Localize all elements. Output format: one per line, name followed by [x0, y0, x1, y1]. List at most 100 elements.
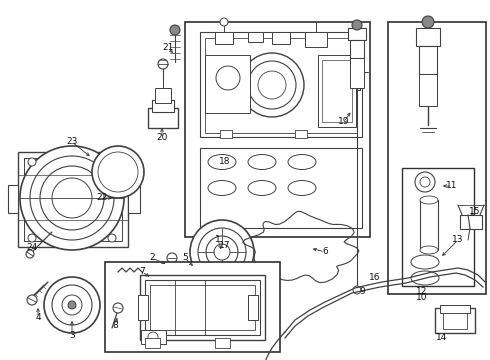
Bar: [419, 74, 437, 106]
Bar: [205, 38, 357, 133]
Circle shape: [352, 20, 362, 30]
Circle shape: [216, 66, 240, 90]
Ellipse shape: [288, 154, 316, 170]
Circle shape: [52, 178, 92, 218]
Bar: [443, 313, 467, 329]
Bar: [420, 200, 438, 250]
Circle shape: [198, 228, 246, 276]
Text: 13: 13: [452, 235, 464, 244]
Bar: [322, 60, 352, 122]
Circle shape: [158, 59, 168, 69]
Ellipse shape: [248, 180, 276, 195]
Circle shape: [214, 244, 230, 260]
Bar: [460, 215, 482, 229]
Bar: [305, 32, 327, 47]
Bar: [200, 32, 362, 137]
Bar: [220, 130, 232, 138]
Circle shape: [220, 18, 228, 26]
Ellipse shape: [288, 180, 316, 195]
Bar: [205, 55, 250, 113]
Bar: [140, 275, 265, 340]
Circle shape: [30, 156, 114, 240]
Circle shape: [44, 277, 100, 333]
Ellipse shape: [420, 196, 438, 204]
Circle shape: [40, 166, 104, 230]
Text: 7: 7: [139, 267, 145, 276]
Text: 10: 10: [416, 293, 428, 302]
Circle shape: [206, 236, 238, 268]
Circle shape: [422, 16, 434, 28]
Bar: [435, 308, 475, 333]
Circle shape: [28, 158, 36, 166]
Bar: [350, 40, 364, 58]
Circle shape: [92, 146, 144, 198]
Circle shape: [240, 53, 304, 117]
Text: 23: 23: [66, 138, 78, 147]
Bar: [402, 168, 474, 286]
Circle shape: [68, 301, 76, 309]
Text: 6: 6: [322, 248, 328, 256]
Text: 1: 1: [215, 235, 221, 244]
Text: 21: 21: [162, 44, 173, 53]
Text: 15: 15: [469, 207, 481, 216]
Bar: [152, 100, 174, 112]
Text: 19: 19: [338, 117, 350, 126]
Bar: [345, 55, 360, 90]
Ellipse shape: [208, 154, 236, 170]
Ellipse shape: [420, 246, 438, 254]
Circle shape: [415, 172, 435, 192]
Circle shape: [108, 158, 116, 166]
Text: 17: 17: [219, 240, 231, 249]
Circle shape: [148, 332, 158, 342]
Ellipse shape: [248, 154, 276, 170]
Text: 3: 3: [69, 330, 75, 339]
Bar: [138, 295, 148, 320]
Bar: [200, 148, 362, 228]
Circle shape: [190, 220, 254, 284]
Circle shape: [28, 234, 36, 242]
Circle shape: [20, 146, 124, 250]
Circle shape: [353, 286, 361, 294]
Text: 24: 24: [26, 243, 38, 252]
Text: 5: 5: [182, 253, 188, 262]
Bar: [248, 32, 263, 42]
Text: 4: 4: [35, 314, 41, 323]
Bar: [215, 338, 230, 348]
Bar: [8, 185, 18, 213]
Bar: [388, 22, 486, 294]
Circle shape: [420, 177, 430, 187]
Bar: [185, 22, 370, 237]
Circle shape: [52, 285, 92, 325]
Circle shape: [167, 253, 177, 263]
Text: 8: 8: [112, 320, 118, 329]
Bar: [105, 262, 280, 352]
Bar: [145, 338, 160, 348]
Bar: [419, 46, 437, 74]
Text: 22: 22: [97, 194, 108, 202]
Bar: [248, 295, 258, 320]
Circle shape: [258, 71, 286, 99]
Circle shape: [62, 295, 82, 315]
Circle shape: [113, 303, 123, 313]
Bar: [348, 28, 366, 40]
Ellipse shape: [208, 180, 236, 195]
Circle shape: [170, 25, 180, 35]
Bar: [145, 280, 260, 335]
Bar: [440, 305, 470, 313]
Circle shape: [27, 295, 37, 305]
Text: 12: 12: [416, 288, 428, 297]
Text: 14: 14: [436, 333, 448, 342]
Circle shape: [108, 234, 116, 242]
Bar: [350, 58, 364, 88]
Ellipse shape: [411, 255, 439, 269]
Text: 2: 2: [149, 253, 155, 262]
Bar: [128, 185, 140, 213]
Bar: [18, 152, 128, 247]
Circle shape: [26, 250, 34, 258]
Text: 9: 9: [359, 288, 365, 297]
Bar: [215, 32, 233, 44]
Text: 20: 20: [156, 134, 168, 143]
Text: 11: 11: [446, 181, 458, 190]
Text: 18: 18: [219, 158, 231, 166]
Bar: [295, 130, 307, 138]
